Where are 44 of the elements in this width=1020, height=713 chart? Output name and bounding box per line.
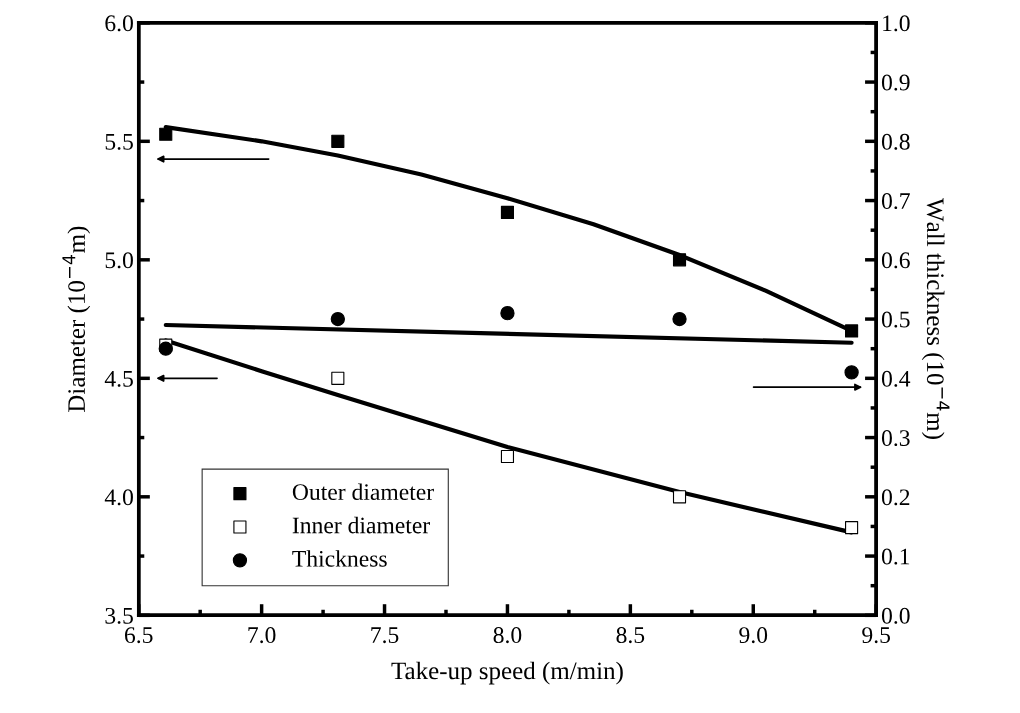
y2-tick-label: 0.7: [881, 193, 910, 210]
x-tick-label: 7.5: [371, 627, 399, 644]
x-tick-label: 8.0: [493, 627, 522, 644]
point: [672, 490, 687, 504]
y-tick-label: 3.5: [105, 607, 133, 624]
point: [159, 127, 173, 141]
y2-axis-title: Wall thickness (10$^{−4}$m): [921, 198, 950, 439]
x-tick-label: 6.5: [124, 627, 153, 644]
y-tick-label: 5.0: [105, 252, 133, 269]
y2-tick-label: 0.3: [881, 430, 910, 447]
y2-tick-label: 0.5: [881, 311, 910, 328]
point: [330, 311, 345, 327]
point: [672, 253, 687, 267]
point: [500, 305, 515, 321]
y2-tick-label: 0.0: [881, 607, 910, 624]
point: [331, 371, 345, 385]
y-tick-label: 5.5: [105, 134, 133, 150]
point: [845, 521, 859, 535]
y2-tick-label: 0.8: [881, 133, 910, 150]
point: [331, 134, 345, 148]
y2-tick-label: 0.6: [881, 252, 910, 269]
x-tick-label: 9.0: [739, 627, 768, 644]
y-tick-label: 4.5: [104, 370, 133, 387]
y2-tick-label: 0.9: [881, 74, 910, 91]
point: [500, 449, 515, 464]
x-axis-title: Take-up speed (m/min): [391, 661, 623, 685]
point: [844, 365, 859, 380]
legend-label: Inner diameter: [292, 516, 430, 534]
y-axis-title: Diameter (10$^{−4}$m): [62, 226, 91, 412]
x-tick-label: 9.5: [862, 627, 891, 644]
y2-tick-label: 0.2: [881, 489, 910, 506]
y2-tick-label: 0.1: [881, 548, 910, 565]
legend-label: Thickness: [292, 550, 387, 567]
point: [158, 341, 173, 356]
y-tick-label: 6.0: [105, 15, 133, 32]
x-tick-label: 7.0: [248, 627, 276, 644]
point: [672, 311, 687, 327]
legend-label: Outer diameter: [292, 483, 434, 501]
y-tick-label: 4.0: [104, 489, 133, 506]
y2-tick-label: 1.0: [883, 15, 910, 32]
point: [845, 324, 859, 338]
point: [500, 205, 515, 219]
x-tick-label: 8.5: [616, 627, 645, 644]
y2-tick-label: 0.4: [881, 370, 911, 387]
